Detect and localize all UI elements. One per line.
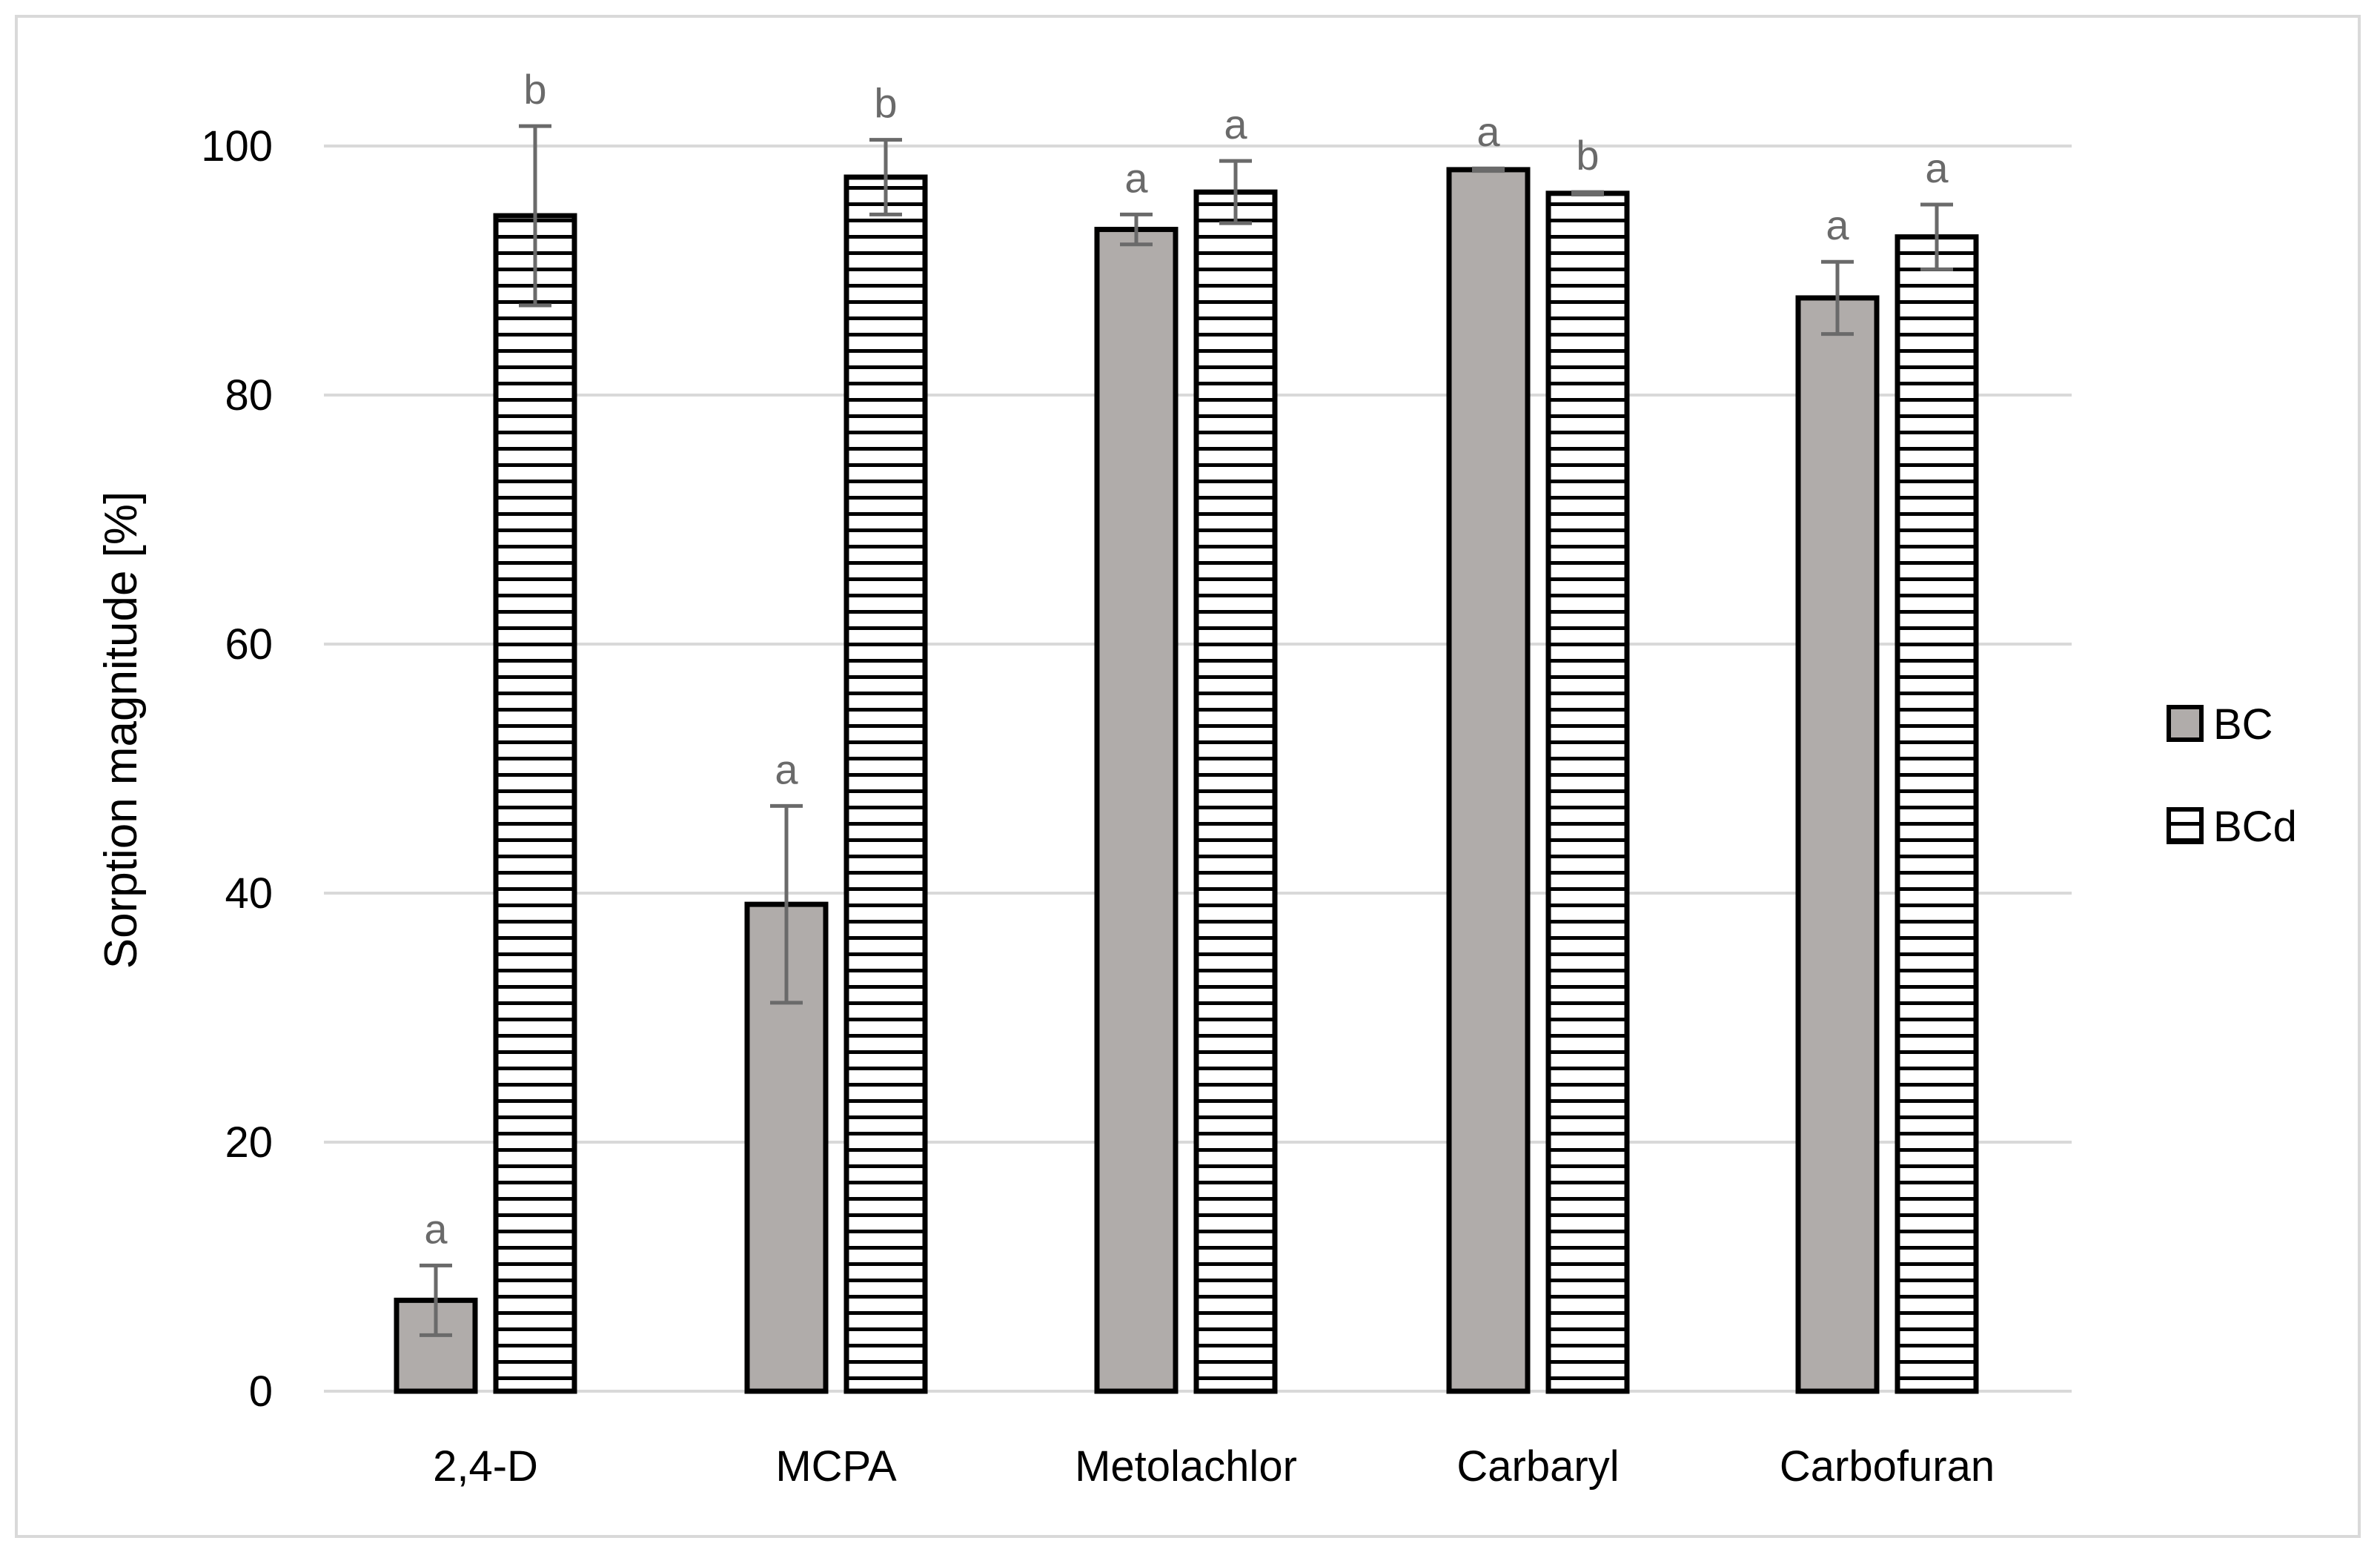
error-bar-BCd-Carbofuran	[1920, 202, 1953, 271]
significance-letter-BCd-Carbaryl: b	[1576, 132, 1599, 179]
bar-BCd-Carbofuran	[1895, 234, 1979, 1394]
significance-letter-BC-Carbofuran: a	[1826, 202, 1849, 248]
y-tick-label-60: 60	[225, 620, 273, 669]
bar-BC-Carbofuran	[1795, 295, 1880, 1394]
y-tick-label-20: 20	[225, 1118, 273, 1167]
y-tick-label-0: 0	[249, 1367, 273, 1416]
x-tick-label-MCPA: MCPA	[775, 1442, 897, 1491]
y-axis-title: Sorption magnitude [%]	[96, 491, 147, 969]
error-bar-BC-Carbaryl	[1472, 166, 1505, 173]
error-bar-BCd-Carbaryl	[1571, 190, 1604, 197]
bar-BCd-MCPA	[843, 174, 928, 1394]
bars	[394, 167, 1979, 1394]
x-tick-label-2,4-D: 2,4-D	[433, 1442, 538, 1491]
significance-letter-BCd-Carbofuran: a	[1925, 145, 1949, 191]
bar-BCd-2,4-D	[493, 213, 577, 1394]
error-bar-BCd-MCPA	[869, 138, 902, 216]
significance-letter-BCd-2,4-D: b	[523, 66, 546, 113]
x-tick-label-Carbaryl: Carbaryl	[1456, 1442, 1619, 1491]
significance-letter-BCd-Metolachlor: a	[1224, 101, 1247, 147]
y-tick-label-40: 40	[225, 869, 273, 918]
x-axis-ticks: 2,4-D MCPA Metolachlor Carbaryl Carbofuran	[433, 1442, 1995, 1491]
error-bar-BC-MCPA	[770, 803, 803, 1005]
error-bar-BC-Carbofuran	[1821, 259, 1854, 336]
legend-label-BCd: BCd	[2213, 803, 2297, 851]
bar-BCd-Metolachlor	[1193, 189, 1278, 1394]
significance-letter-BC-Metolachlor: a	[1124, 154, 1148, 201]
legend-swatch-BC	[2167, 705, 2204, 742]
y-tick-label-100: 100	[201, 122, 273, 170]
error-bar-BC-2,4-D	[420, 1263, 452, 1337]
error-bars	[420, 124, 1953, 1337]
bar-BC-Carbaryl	[1446, 167, 1531, 1394]
legend-swatch-BCd	[2167, 807, 2204, 844]
significance-letter-BC-2,4-D: a	[424, 1205, 448, 1252]
error-bar-BCd-2,4-D	[519, 124, 551, 308]
x-tick-label-Metolachlor: Metolachlor	[1075, 1442, 1297, 1491]
error-bar-BC-Metolachlor	[1120, 212, 1153, 247]
significance-letter-BC-MCPA: a	[775, 746, 798, 792]
bar-BCd-Carbaryl	[1545, 190, 1630, 1394]
y-tick-label-80: 80	[225, 371, 273, 420]
legend-label-BC: BC	[2213, 700, 2273, 749]
significance-letter-BC-Carbaryl: a	[1476, 108, 1500, 155]
legend: BC BCd	[2167, 700, 2297, 851]
x-tick-label-Carbofuran: Carbofuran	[1780, 1442, 1995, 1491]
error-bar-BCd-Metolachlor	[1219, 159, 1252, 225]
significance-letter-BCd-MCPA: b	[874, 80, 897, 127]
significance-letters: a a a a a b b a b a	[424, 66, 1949, 1252]
bar-BC-Metolachlor	[1094, 227, 1179, 1394]
y-axis-ticks: 0 20 40 60 80 100	[201, 122, 273, 1416]
